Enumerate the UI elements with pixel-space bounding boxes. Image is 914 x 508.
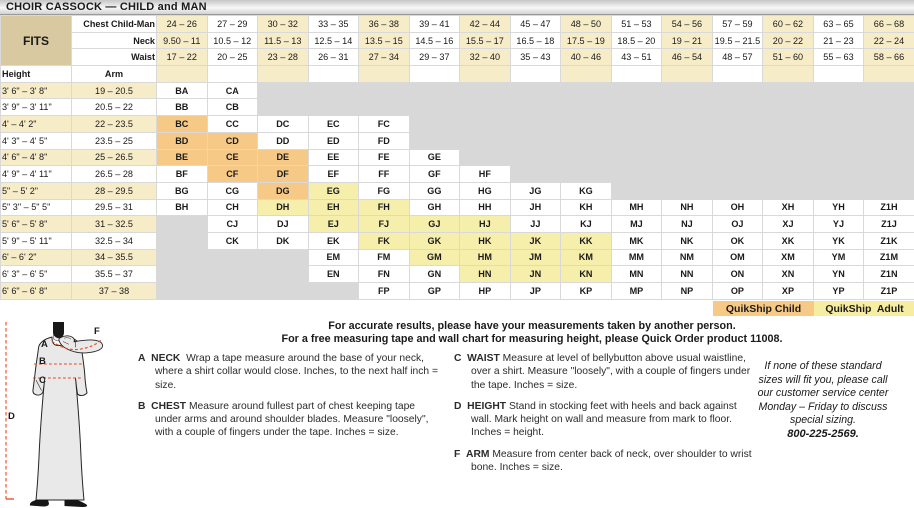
svg-text:B: B [39,356,46,367]
svg-text:D: D [8,411,15,422]
svg-text:F: F [94,326,100,337]
svg-text:C: C [39,375,46,386]
svg-text:A: A [41,339,48,350]
